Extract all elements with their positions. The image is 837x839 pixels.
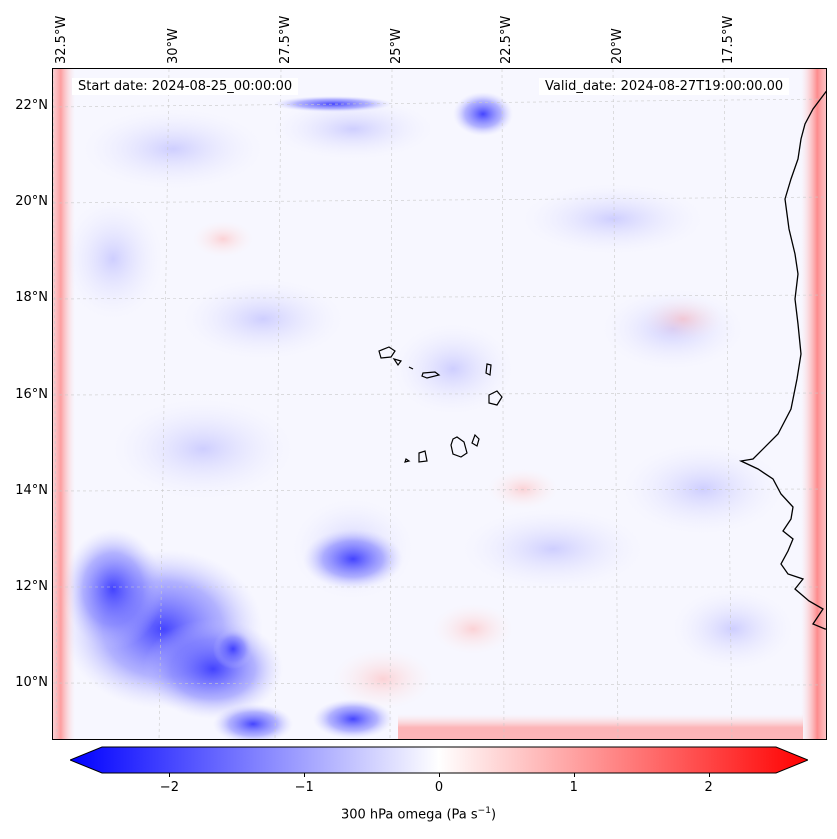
colorbar-tick-label: 2	[704, 780, 713, 795]
lat-label: 16°N	[15, 387, 48, 402]
colorbar-tickmark	[439, 773, 440, 777]
lon-label: 30°W	[166, 28, 181, 64]
africa-coastline	[738, 90, 826, 630]
colorbar-tick-label: −1	[294, 780, 314, 795]
colorbar-tickmark	[169, 773, 171, 777]
cape-verde-islands	[378, 346, 503, 463]
colorbar-tick-label: 1	[569, 780, 578, 795]
colorbar-label-text: 300 hPa omega (Pa s	[340, 807, 478, 823]
colorbar	[68, 745, 810, 775]
lat-label: 10°N	[15, 675, 48, 690]
graticule	[53, 69, 826, 739]
lon-label: 20°W	[610, 28, 625, 64]
colorbar-tick-label: 0	[434, 780, 444, 795]
left-boundary-band	[53, 69, 75, 739]
lat-label: 12°N	[15, 579, 48, 594]
right-boundary-band	[801, 69, 826, 739]
strong-ascent-region	[63, 92, 513, 739]
lat-label: 22°N	[15, 98, 48, 113]
lon-label: 27.5°W	[278, 15, 293, 64]
colorbar-tickmark	[573, 773, 575, 777]
lat-label: 14°N	[15, 483, 48, 498]
lon-label: 17.5°W	[721, 15, 736, 64]
lon-label: 25°W	[389, 28, 404, 64]
colorbar-gradient	[68, 746, 810, 774]
lon-label: 22.5°W	[499, 15, 514, 64]
valid-date-label: Valid_date: 2024-08-27T19:00:00.00	[539, 78, 790, 95]
pale-red-patches	[193, 221, 723, 709]
bottom-boundary-band	[398, 714, 803, 739]
map-panel	[52, 68, 827, 740]
start-date-label: Start date: 2024-08-25_00:00:00	[72, 78, 299, 95]
lat-label: 18°N	[15, 290, 48, 305]
colorbar-tickmark	[304, 773, 306, 777]
colorbar-label-exponent: −1	[477, 806, 491, 816]
lon-label: 32.5°W	[54, 15, 69, 64]
colorbar-label-end: )	[490, 807, 497, 823]
colorbar-label: 300 hPa omega (Pa s−1)	[0, 806, 837, 822]
pale-blue-patches	[63, 99, 793, 669]
lat-label: 20°N	[15, 194, 48, 209]
colorbar-tickmark	[708, 773, 710, 777]
omega-field-map	[53, 69, 826, 739]
colorbar-tick-label: −2	[159, 780, 179, 795]
